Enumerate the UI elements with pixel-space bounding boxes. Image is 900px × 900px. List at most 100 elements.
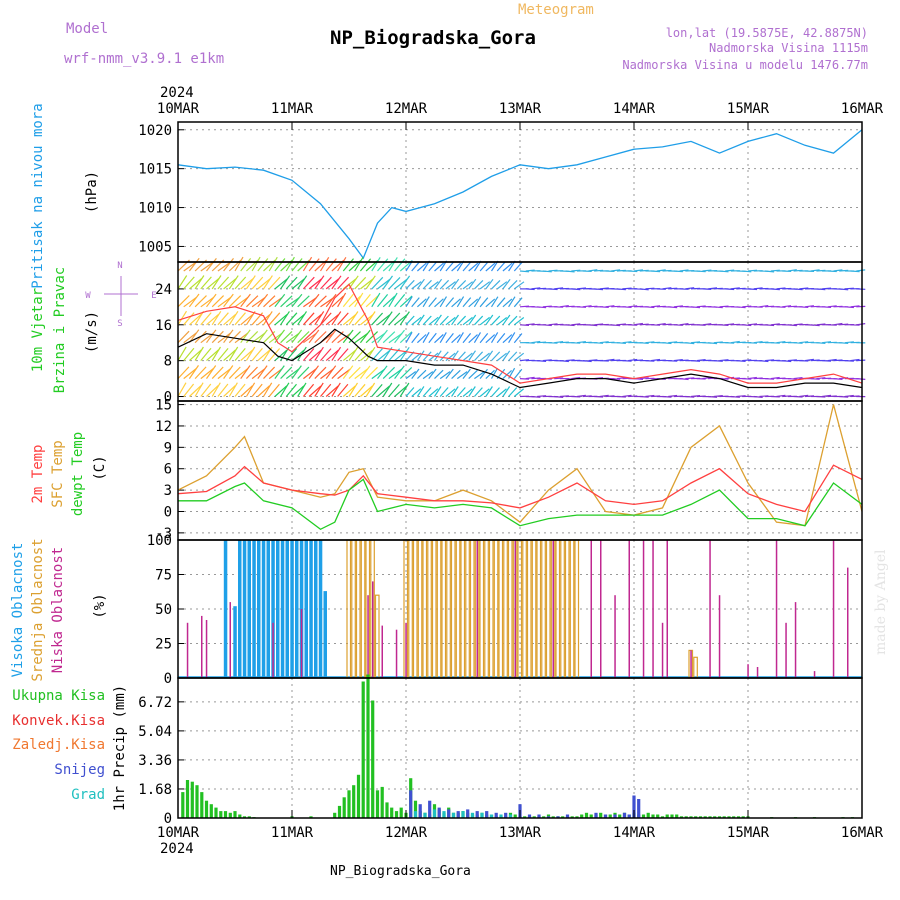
- wind-barb: [451, 369, 461, 380]
- wind-barb: [297, 295, 310, 308]
- wind-barb: [833, 322, 843, 326]
- total-precip-bar: [371, 700, 375, 818]
- wind-barb: [217, 332, 231, 344]
- wind-barb: [468, 350, 476, 361]
- mid-cloud-bar: [545, 539, 551, 679]
- wind-barb: [388, 312, 401, 326]
- total-precip-bar: [708, 816, 712, 818]
- wind-barb: [308, 365, 319, 379]
- snow-bar: [409, 790, 413, 818]
- wind-barb: [496, 352, 507, 362]
- wind-barb: [274, 313, 288, 326]
- wind-barb: [439, 371, 451, 380]
- mid-cloud-bar: [460, 539, 466, 679]
- grad-bar: [499, 814, 503, 818]
- wind-barb: [434, 298, 444, 308]
- mid-cloud-bar: [574, 539, 580, 679]
- wind-barb: [594, 342, 604, 344]
- gust-line: [177, 283, 863, 384]
- wind-barb: [200, 296, 215, 308]
- total-precip-bar: [233, 811, 237, 818]
- wind-barb: [200, 276, 212, 290]
- wind-barb: [713, 360, 723, 362]
- snow-bar: [475, 811, 479, 818]
- wind-barb: [759, 305, 769, 308]
- wind-barb: [262, 382, 273, 397]
- wind-barb: [571, 269, 581, 272]
- wind-barb: [422, 351, 432, 362]
- total-precip-bar: [375, 790, 380, 818]
- wind-barb: [320, 383, 332, 397]
- wind-barb: [804, 305, 814, 308]
- wind-barb: [325, 278, 340, 290]
- grad-bar: [461, 811, 465, 818]
- snow-bar: [466, 809, 470, 818]
- wind-barb: [354, 383, 366, 397]
- wind-barb: [468, 386, 476, 397]
- wind-barb: [257, 258, 269, 272]
- wind-barb: [582, 305, 592, 308]
- wind-barb: [554, 341, 564, 344]
- wind-barb: [571, 288, 581, 291]
- grad-bar: [489, 814, 494, 818]
- wind-barb: [776, 287, 786, 290]
- wind-barb: [422, 315, 432, 326]
- y-tick-label: 0: [164, 811, 172, 827]
- wind-barb: [696, 270, 706, 273]
- wind-barb: [251, 383, 263, 397]
- snow-bar: [594, 812, 598, 818]
- low-cloud-bar: [661, 622, 664, 678]
- wind-barb: [422, 332, 430, 343]
- wind-barb: [456, 351, 466, 362]
- wind-barb: [240, 349, 254, 362]
- wind-barbs-group: [177, 256, 866, 398]
- wind-barb: [183, 383, 195, 397]
- total-precip-bar: [223, 811, 228, 818]
- wind-barb: [188, 385, 202, 397]
- wind-barb: [280, 330, 293, 344]
- high-cloud-bar: [309, 540, 313, 678]
- mid-cloud-bar: [522, 539, 527, 679]
- grad-bar: [442, 811, 446, 818]
- wind-barb: [325, 365, 337, 379]
- wind-barb: [257, 278, 271, 290]
- wind-barb: [274, 278, 288, 290]
- snow-bar: [437, 807, 441, 818]
- wind-barb: [582, 360, 592, 363]
- y-tick-label: 25: [155, 637, 172, 653]
- snow-bar: [447, 809, 451, 818]
- wind-barb: [451, 386, 459, 397]
- y-tick-label: -3: [155, 526, 172, 542]
- wind-barb: [251, 256, 261, 272]
- wind-barb: [377, 258, 389, 272]
- wind-barb: [354, 276, 367, 290]
- wind-barb: [206, 385, 219, 397]
- wind-barb: [434, 278, 443, 290]
- wind-barb: [696, 305, 706, 308]
- total-precip-bar: [584, 812, 589, 818]
- wind-barb: [228, 330, 241, 344]
- mid-cloud-bar: [431, 539, 437, 679]
- wind-barb: [668, 394, 678, 398]
- wind-barb: [747, 323, 758, 326]
- wind-barb: [445, 297, 455, 308]
- wind-barb: [228, 346, 239, 361]
- wind-barb: [565, 270, 575, 273]
- wind-barb: [690, 360, 701, 362]
- high-cloud-bar: [290, 540, 294, 678]
- snow-bar: [613, 814, 617, 818]
- wind-barb: [377, 278, 391, 290]
- wind-barb: [388, 368, 403, 380]
- wind-barb: [217, 383, 229, 397]
- wind-barb: [793, 377, 803, 380]
- wind-barb: [485, 386, 493, 397]
- wind-barb: [359, 294, 371, 308]
- wind-barb: [787, 378, 797, 380]
- wind-barb: [234, 368, 248, 380]
- snow-bar: [494, 812, 498, 818]
- wind-barb: [234, 312, 246, 326]
- wind-barb: [439, 351, 449, 362]
- total-precip-bar: [356, 774, 361, 818]
- wind-barb: [508, 387, 518, 397]
